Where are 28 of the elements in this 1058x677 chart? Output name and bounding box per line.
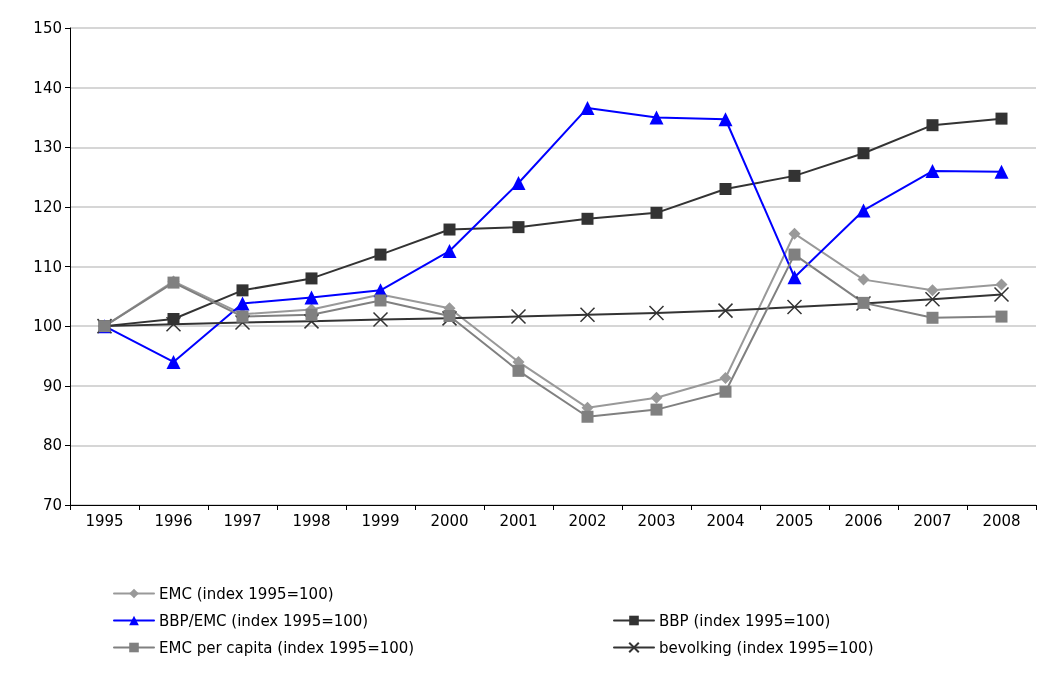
x-tick-label: 1995 [85, 511, 124, 530]
legend-label: BBP/EMC (index 1995=100) [159, 611, 369, 630]
y-tick-label: 130 [33, 138, 62, 157]
legend-label: EMC (index 1995=100) [159, 584, 334, 603]
x-tick-label: 2006 [844, 511, 883, 530]
x-tick-label: 2003 [637, 511, 676, 530]
x-tick-label: 2004 [706, 511, 745, 530]
y-tick-label: 90 [42, 376, 62, 395]
x-tick-label: 1998 [292, 511, 331, 530]
y-tick-label: 120 [33, 197, 62, 216]
y-tick-label: 150 [33, 19, 62, 37]
y-tick-label: 80 [42, 436, 62, 455]
x-tick-label: 2000 [430, 511, 469, 530]
x-tick-label: 2007 [913, 511, 952, 530]
y-tick-label: 140 [33, 78, 62, 97]
x-tick-label: 2002 [568, 511, 607, 530]
x-tick-label: 2001 [499, 511, 538, 530]
y-tick-label: 70 [42, 496, 62, 514]
x-tick-label: 1996 [154, 511, 193, 530]
legend-label: EMC per capita (index 1995=100) [159, 638, 415, 657]
y-tick-label: 110 [33, 257, 62, 276]
legend-label: BBP (index 1995=100) [659, 611, 831, 630]
x-tick-label: 2005 [775, 511, 814, 530]
y-tick-label: 100 [33, 317, 62, 336]
legend-label: bevolking (index 1995=100) [659, 638, 874, 657]
x-tick-label: 1997 [223, 511, 262, 530]
x-tick-label: 2008 [982, 511, 1021, 530]
x-tick-label: 1999 [361, 511, 400, 530]
